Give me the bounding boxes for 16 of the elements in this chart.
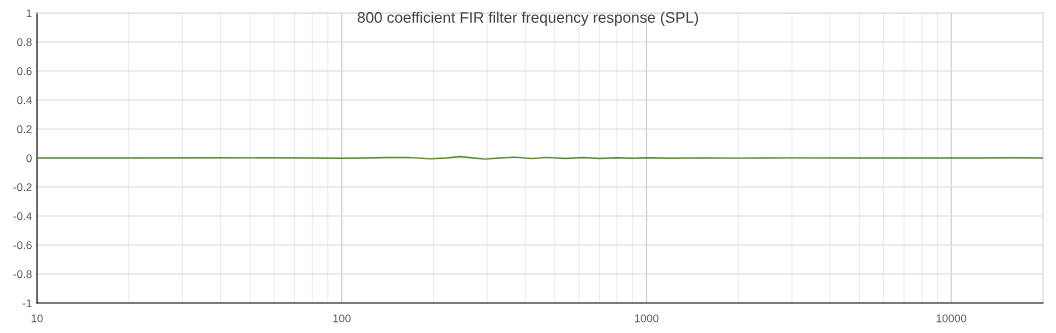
y-tick-label: 0.6	[17, 67, 32, 76]
y-tick-label: 0.2	[17, 125, 32, 134]
y-tick-label: 0.4	[17, 96, 32, 105]
y-tick-label: -1	[22, 299, 32, 308]
y-tick-label: 0	[26, 154, 32, 163]
y-tick-label: -0.8	[13, 270, 32, 279]
x-tick-label: 1000	[635, 314, 659, 323]
y-tick-label: 0.8	[17, 38, 32, 47]
y-tick-label: 1	[26, 9, 32, 18]
x-tick-label: 100	[333, 314, 351, 323]
x-tick-label: 10	[31, 314, 43, 323]
y-tick-label: -0.6	[13, 241, 32, 250]
x-tick-label: 10000	[936, 314, 967, 323]
y-tick-label: -0.4	[13, 212, 32, 221]
y-tick-label: -0.2	[13, 183, 32, 192]
chart-title: 800 coefficient FIR filter frequency response (SPL)	[357, 11, 699, 26]
